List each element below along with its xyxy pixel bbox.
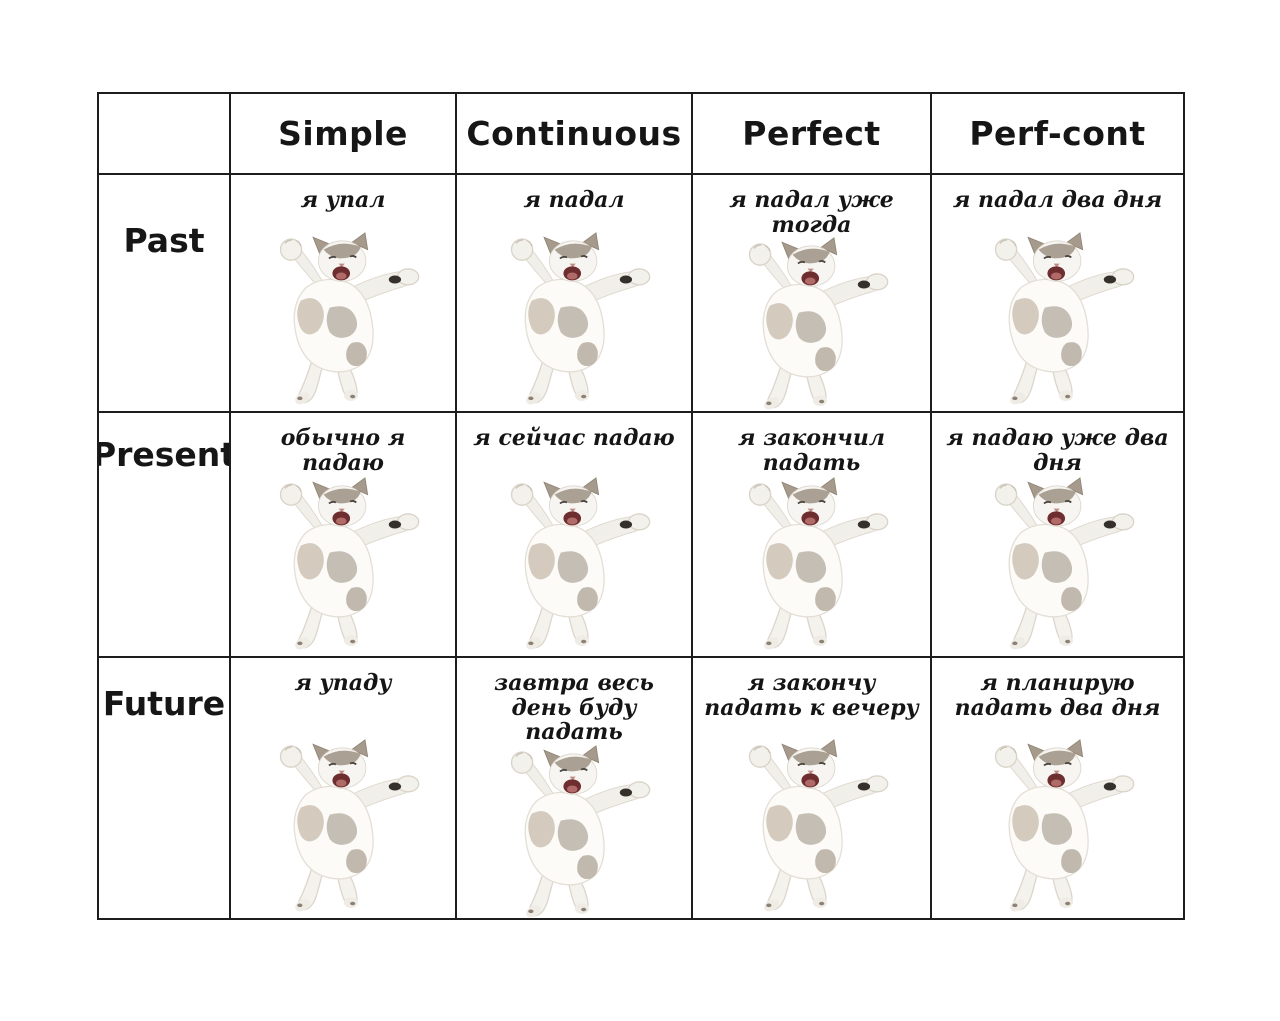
cell-caption: обычно я падаю bbox=[280, 425, 406, 476]
falling-cat-image bbox=[709, 739, 915, 915]
cell-past-continuous: я падал bbox=[457, 175, 693, 413]
falling-cat-image bbox=[709, 237, 915, 413]
tense-table: Simple Continuous Perfect Perf-cont Past… bbox=[97, 92, 1185, 920]
cell-caption: я падал два дня bbox=[952, 187, 1163, 213]
cell-present-perf-cont: я падаю уже два дня bbox=[932, 413, 1185, 658]
cell-caption: я упал bbox=[300, 187, 386, 213]
row-label-future: Future bbox=[99, 658, 231, 920]
row-label-text: Present bbox=[99, 435, 231, 474]
row-label-past: Past bbox=[99, 175, 231, 413]
cell-past-perfect: я падал уже тогда bbox=[693, 175, 932, 413]
row-label-text: Past bbox=[123, 221, 205, 260]
cell-caption: я упаду bbox=[294, 670, 392, 696]
falling-cat-image bbox=[240, 477, 446, 653]
cell-caption: я закончил падать bbox=[738, 425, 885, 476]
cell-caption: я закончу падать к вечеру bbox=[704, 670, 919, 721]
falling-cat-image bbox=[471, 745, 677, 920]
cell-caption: я сейчас падаю bbox=[473, 425, 675, 451]
column-header-label: Simple bbox=[278, 114, 408, 153]
falling-cat-image bbox=[709, 477, 915, 653]
falling-cat-image bbox=[955, 739, 1161, 915]
cell-future-perf-cont: я планирую падать два дня bbox=[932, 658, 1185, 920]
falling-cat-image bbox=[955, 477, 1161, 653]
column-header-perfect: Perfect bbox=[693, 94, 932, 175]
falling-cat-image bbox=[240, 232, 446, 408]
column-header-label: Perf-cont bbox=[969, 114, 1146, 153]
cell-present-continuous: я сейчас падаю bbox=[457, 413, 693, 658]
cell-future-continuous: завтра весь день буду падать bbox=[457, 658, 693, 920]
row-label-present: Present bbox=[99, 413, 231, 658]
falling-cat-image bbox=[240, 739, 446, 915]
falling-cat-image bbox=[955, 232, 1161, 408]
column-header-simple: Simple bbox=[231, 94, 457, 175]
cell-caption: я планирую падать два дня bbox=[954, 670, 1161, 721]
cell-present-simple: обычно я падаю bbox=[231, 413, 457, 658]
falling-cat-image bbox=[471, 477, 677, 653]
cell-present-perfect: я закончил падать bbox=[693, 413, 932, 658]
cell-past-perf-cont: я падал два дня bbox=[932, 175, 1185, 413]
row-label-text: Future bbox=[102, 684, 226, 723]
cell-future-simple: я упаду bbox=[231, 658, 457, 920]
corner-cell bbox=[99, 94, 231, 175]
falling-cat-image bbox=[471, 232, 677, 408]
column-header-label: Continuous bbox=[466, 114, 682, 153]
cell-caption: я падал уже тогда bbox=[729, 187, 894, 238]
cell-caption: я падаю уже два дня bbox=[946, 425, 1169, 476]
cell-caption: завтра весь день буду падать bbox=[494, 670, 654, 746]
column-header-perf-cont: Perf-cont bbox=[932, 94, 1185, 175]
column-header-continuous: Continuous bbox=[457, 94, 693, 175]
cell-past-simple: я упал bbox=[231, 175, 457, 413]
column-header-label: Perfect bbox=[742, 114, 881, 153]
cell-future-perfect: я закончу падать к вечеру bbox=[693, 658, 932, 920]
cell-caption: я падал bbox=[523, 187, 625, 213]
